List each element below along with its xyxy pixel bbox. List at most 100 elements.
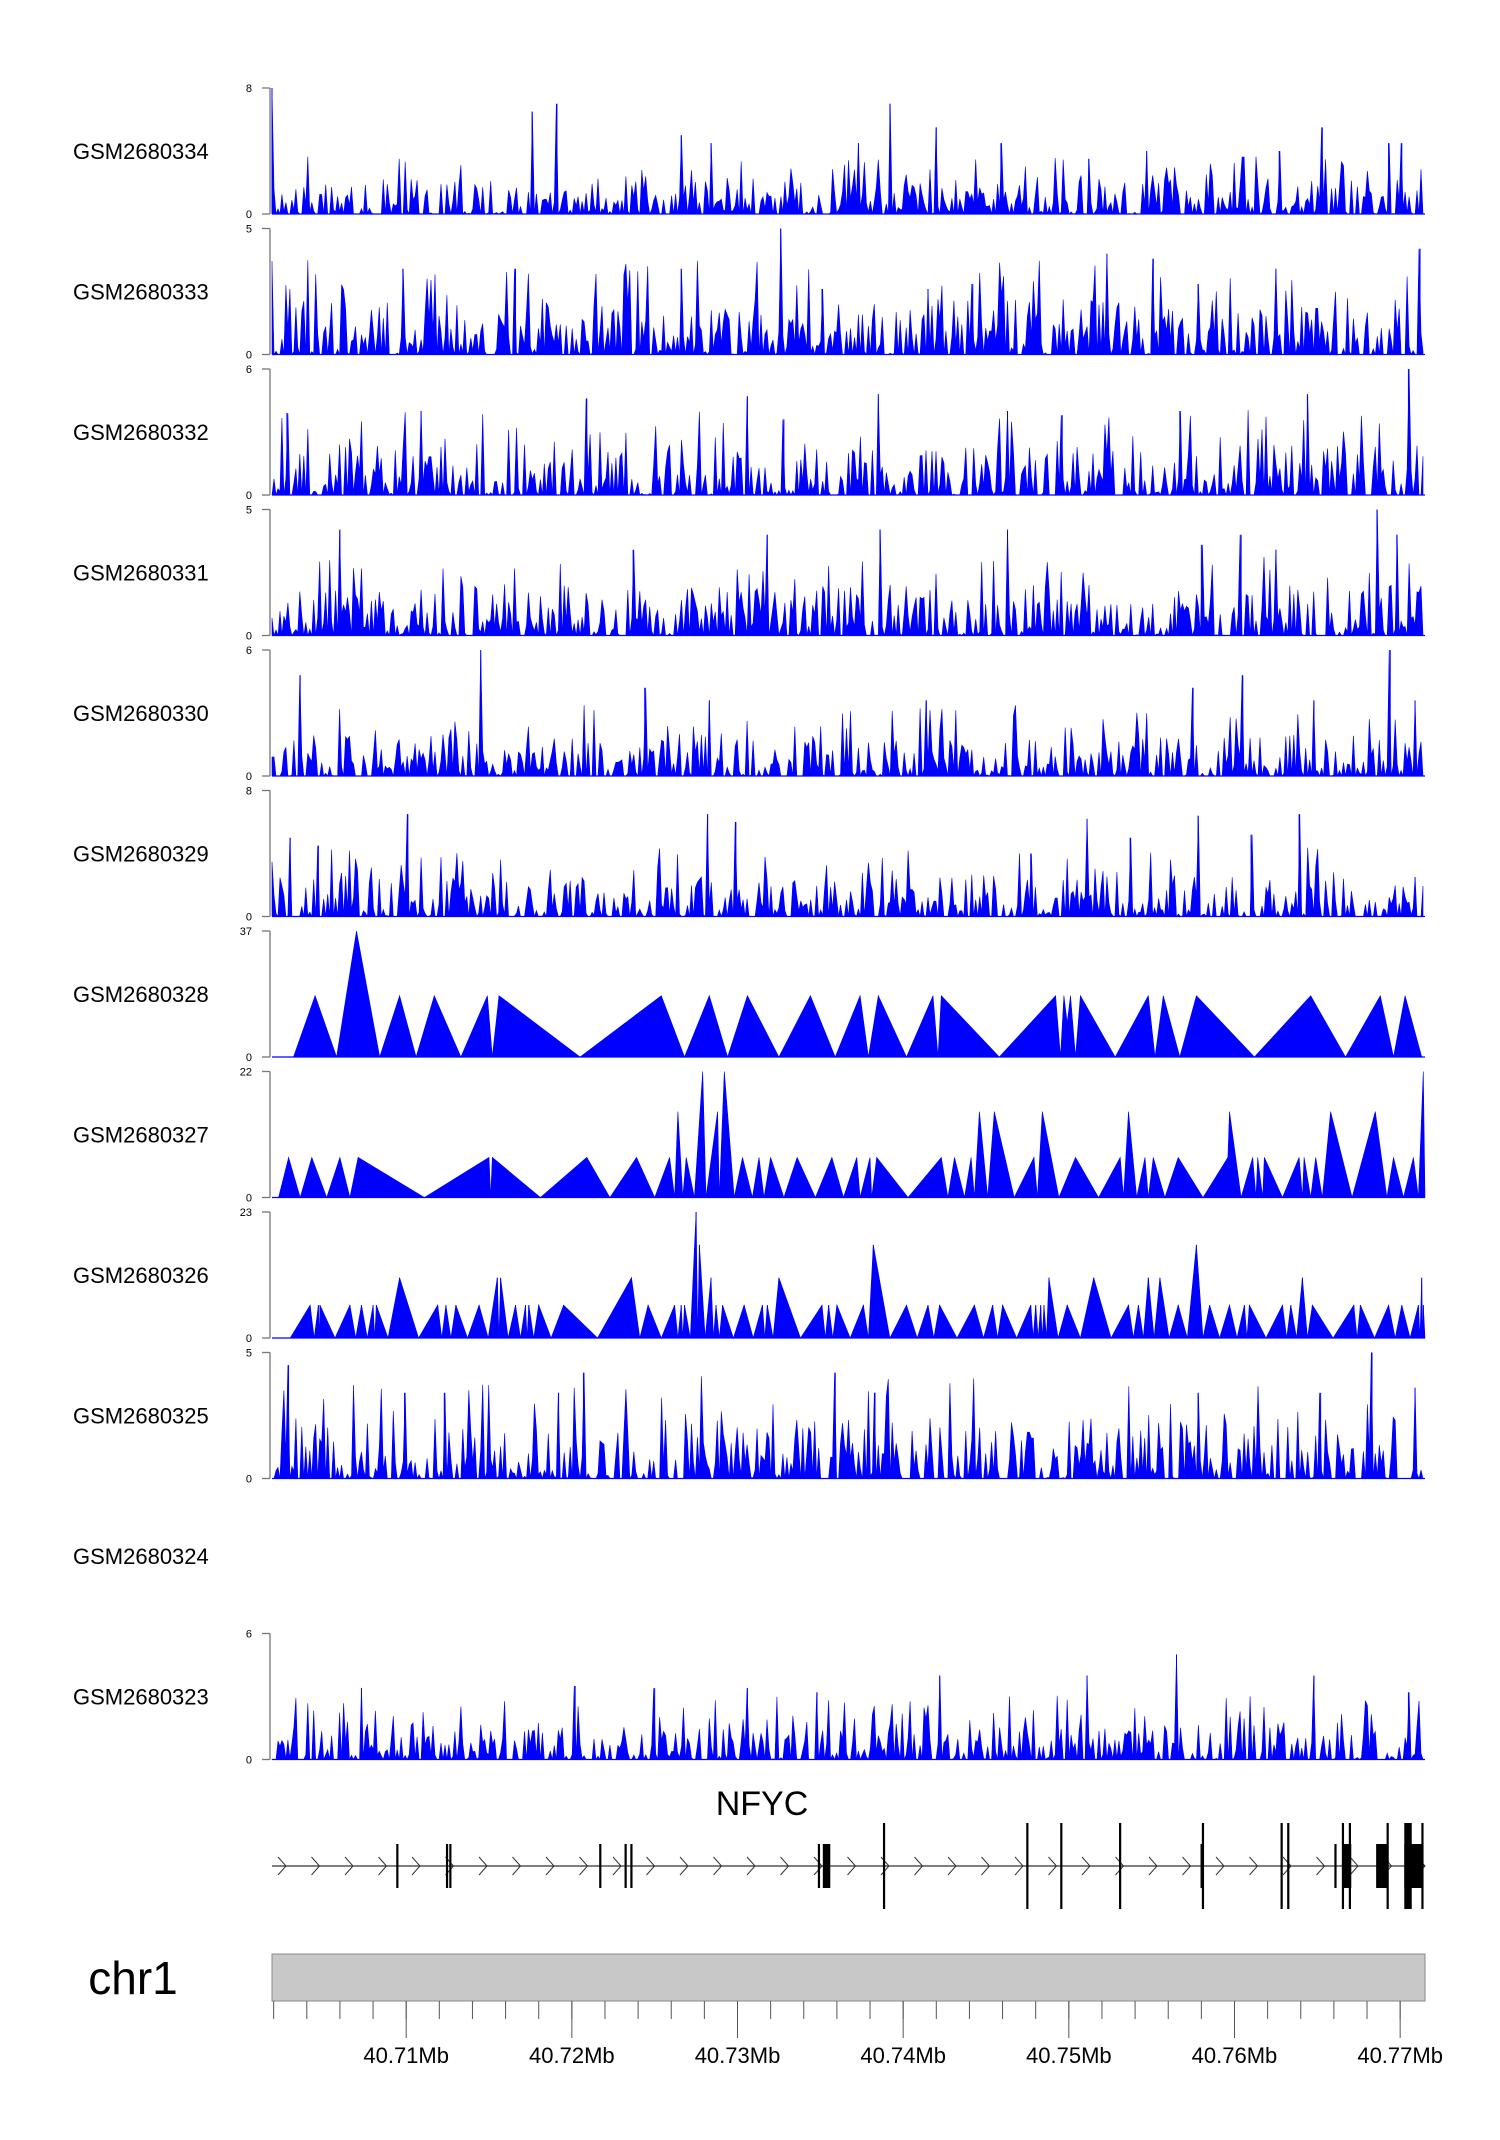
strand-arrow-icon — [1349, 1856, 1359, 1876]
exon — [1341, 1823, 1345, 1909]
gene-name-label: NFYC — [716, 1785, 809, 1823]
track-label: GSM2680328 — [73, 982, 209, 1007]
exon — [817, 1844, 821, 1888]
track-label: GSM2680332 — [73, 420, 209, 445]
strand-arrow-icon — [478, 1856, 488, 1876]
y-tick-label-max: 5 — [246, 505, 252, 517]
track-GSM2680328: GSM2680328 37 0 — [73, 926, 1425, 1064]
track-label: GSM2680331 — [73, 561, 209, 586]
track-GSM2680326: GSM2680326 23 0 — [73, 1207, 1426, 1345]
track-GSM2680330: GSM2680330 6 0 — [73, 645, 1425, 783]
strand-arrow-icon — [344, 1856, 354, 1876]
exon — [1201, 1823, 1205, 1909]
exon — [1376, 1844, 1387, 1888]
strand-arrow-icon — [1081, 1856, 1091, 1876]
chromosome-bar — [271, 1953, 1426, 2002]
strand-arrow-icon — [612, 1856, 622, 1876]
exon — [599, 1844, 602, 1888]
x-tick-label: 40.75Mb — [1026, 2043, 1112, 2068]
strand-arrow-icon — [545, 1856, 555, 1876]
track-label: GSM2680327 — [73, 1123, 209, 1148]
y-tick-label-zero: 0 — [246, 1755, 252, 1767]
y-tick-label-max: 6 — [246, 364, 252, 376]
track-GSM2680331: GSM2680331 5 0 — [73, 505, 1425, 643]
y-tick-label-max: 8 — [246, 786, 252, 798]
track-GSM2680332: GSM2680332 6 0 — [73, 364, 1425, 502]
strand-arrow-icon — [1316, 1856, 1326, 1876]
strand-arrow-icon — [512, 1856, 522, 1876]
exon — [1026, 1823, 1029, 1909]
strand-arrow-icon — [813, 1856, 823, 1876]
strand-arrow-icon — [780, 1856, 790, 1876]
strand-arrow-icon — [947, 1856, 957, 1876]
exon — [445, 1844, 449, 1888]
strand-arrow-icon — [679, 1856, 689, 1876]
strand-arrow-icon — [277, 1856, 287, 1876]
track-label: GSM2680323 — [73, 1685, 209, 1710]
strand-arrow-icon — [1148, 1856, 1158, 1876]
track-GSM2680329: GSM2680329 8 0 — [73, 786, 1425, 924]
exon — [1386, 1823, 1389, 1909]
gene-track: NFYC — [272, 1785, 1426, 1909]
y-tick-label-zero: 0 — [246, 912, 252, 924]
x-tick-label: 40.76Mb — [1192, 2043, 1278, 2068]
signal-tracks: GSM268033480GSM268033350GSM268033260GSM2… — [73, 83, 1426, 1767]
y-tick-label-zero: 0 — [246, 771, 252, 783]
track-label: GSM2680329 — [73, 842, 209, 867]
track-label: GSM2680326 — [73, 1263, 209, 1288]
strand-arrow-icon — [1115, 1856, 1125, 1876]
exon — [1119, 1823, 1122, 1909]
track-label: GSM2680324 — [73, 1544, 209, 1569]
y-tick-label-zero: 0 — [246, 209, 252, 221]
y-tick-label-max: 5 — [246, 224, 252, 236]
exon — [1342, 1844, 1352, 1888]
strand-arrow-icon — [1249, 1856, 1259, 1876]
strand-arrow-icon — [411, 1856, 421, 1876]
strand-arrow-icon — [579, 1856, 589, 1876]
exon — [1421, 1823, 1424, 1909]
track-GSM2680333: GSM2680333 5 0 — [73, 224, 1425, 362]
track-GSM2680327: GSM2680327 22 0 — [73, 1067, 1426, 1205]
y-tick-label-zero: 0 — [246, 1193, 252, 1205]
y-tick-label-zero: 0 — [246, 1333, 252, 1345]
exon — [396, 1844, 399, 1888]
strand-arrow-icon — [1282, 1856, 1292, 1876]
exon — [1287, 1823, 1290, 1909]
y-tick-label-max: 22 — [240, 1067, 252, 1079]
strand-arrow-icon — [311, 1856, 321, 1876]
strand-arrow-icon — [1048, 1856, 1058, 1876]
x-tick-label: 40.77Mb — [1357, 2043, 1443, 2068]
y-tick-label-max: 5 — [246, 1348, 252, 1360]
strand-arrow-icon — [713, 1856, 723, 1876]
genome-axis-track: chr1 40.71Mb 40.72Mb 40.73Mb 40.74Mb 40.75Mb… — [88, 1952, 1443, 2068]
exon — [1200, 1844, 1203, 1888]
y-tick-label-max: 37 — [240, 926, 252, 938]
signal-area — [271, 509, 1424, 637]
exon — [1334, 1844, 1337, 1888]
x-tick-label: 40.71Mb — [363, 2043, 449, 2068]
signal-area — [271, 87, 1424, 216]
y-tick-label-zero: 0 — [246, 1474, 252, 1486]
signal-area — [293, 930, 1423, 1059]
exon — [1280, 1823, 1283, 1909]
y-tick-label-max: 23 — [240, 1207, 252, 1219]
track-label: GSM2680330 — [73, 701, 209, 726]
y-tick-label-zero: 0 — [246, 631, 252, 643]
track-GSM2680334: GSM2680334 8 0 — [73, 83, 1425, 221]
exon — [630, 1844, 633, 1888]
x-tick-label: 40.74Mb — [860, 2043, 946, 2068]
signal-area — [271, 649, 1424, 778]
y-tick-label-zero: 0 — [246, 1052, 252, 1064]
track-GSM2680323: GSM2680323 6 0 — [73, 1629, 1425, 1767]
exon — [624, 1844, 627, 1888]
y-tick-label-max: 6 — [246, 1629, 252, 1641]
strand-arrow-icon — [914, 1856, 924, 1876]
strand-arrow-icon — [378, 1856, 388, 1876]
y-tick-label-zero: 0 — [246, 490, 252, 502]
track-GSM2680324: GSM2680324 — [73, 1544, 209, 1569]
strand-arrow-icon — [847, 1856, 857, 1876]
exon — [1404, 1823, 1412, 1909]
track-label: GSM2680325 — [73, 1404, 209, 1429]
